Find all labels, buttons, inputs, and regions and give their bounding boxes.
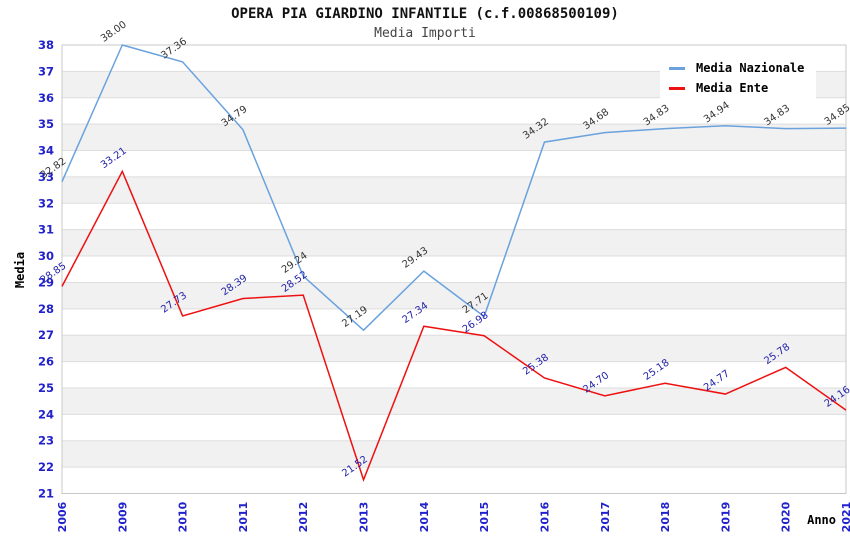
svg-text:21: 21 [38, 487, 54, 501]
legend-item-nazionale: Media Nazionale [669, 62, 804, 74]
svg-text:29: 29 [38, 275, 54, 289]
svg-text:37.36: 37.36 [159, 36, 189, 61]
svg-text:2014: 2014 [418, 501, 431, 532]
svg-text:32: 32 [38, 196, 54, 210]
legend-swatch-ente-icon [669, 86, 685, 90]
svg-text:24: 24 [38, 407, 54, 421]
svg-text:2020: 2020 [780, 501, 793, 532]
legend-label-nazionale: Media Nazionale [696, 61, 805, 75]
svg-text:2018: 2018 [659, 502, 672, 533]
series-line-ente [61, 169, 847, 482]
plot-border [61, 44, 847, 494]
svg-text:2017: 2017 [599, 502, 612, 533]
legend-item-ente: Media Ente [669, 82, 804, 94]
svg-text:2009: 2009 [116, 502, 129, 533]
plot-bands [62, 71, 846, 468]
svg-text:2010: 2010 [177, 501, 190, 532]
svg-text:34: 34 [38, 144, 54, 158]
y-axis-ticks: 21 22 23 24 25 26 27 28 29 30 31 32 33 34 35 36 37 38 [38, 38, 54, 501]
svg-text:2011: 2011 [237, 502, 250, 533]
svg-text:2021: 2021 [840, 502, 850, 533]
gridlines [62, 44, 846, 494]
legend-swatch-nazionale-icon [669, 66, 685, 70]
x-axis-title: Anno [807, 513, 836, 527]
y-axis-title: Media [13, 252, 27, 288]
chart-subtitle: Media Importi [374, 26, 476, 41]
svg-text:30: 30 [38, 249, 54, 263]
svg-text:2012: 2012 [297, 502, 310, 533]
series-line-nazionale [61, 44, 847, 332]
svg-text:25: 25 [38, 381, 54, 395]
svg-text:2006: 2006 [56, 501, 69, 532]
chart-title: OPERA PIA GIARDINO INFANTILE (c.f.008685… [231, 6, 619, 22]
svg-text:27: 27 [38, 328, 54, 342]
svg-text:35: 35 [38, 117, 54, 131]
legend: Media Nazionale Media Ente [660, 56, 817, 101]
legend-label-ente: Media Ente [696, 81, 769, 95]
svg-text:38: 38 [38, 38, 54, 52]
svg-text:2013: 2013 [358, 502, 371, 533]
svg-text:33: 33 [38, 170, 54, 184]
svg-text:28: 28 [38, 302, 54, 316]
svg-text:37: 37 [38, 64, 54, 78]
svg-text:31: 31 [38, 223, 54, 237]
svg-text:36: 36 [38, 91, 54, 105]
svg-text:38.00: 38.00 [99, 19, 129, 44]
svg-text:34.94: 34.94 [702, 100, 732, 125]
svg-text:22: 22 [38, 460, 54, 474]
svg-text:2015: 2015 [478, 502, 491, 533]
svg-text:26: 26 [38, 355, 54, 369]
svg-text:23: 23 [38, 434, 54, 448]
x-axis-ticks: 2006 2009 2010 2011 2012 2013 2014 2015 2016 2017… [56, 501, 850, 532]
svg-text:2019: 2019 [719, 502, 732, 533]
svg-text:2016: 2016 [538, 501, 551, 532]
